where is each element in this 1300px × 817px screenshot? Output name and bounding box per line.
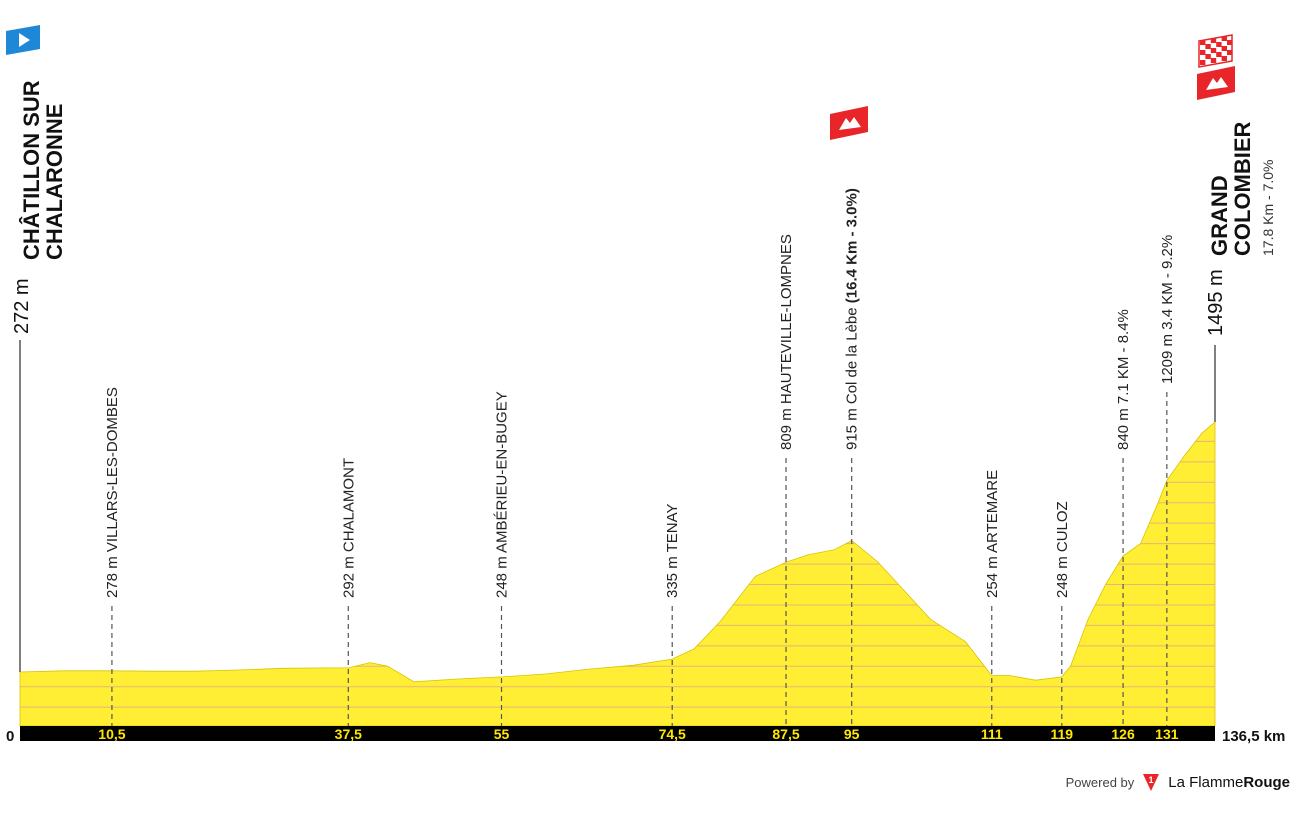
waypoint-label-text: 1209 m 3.4 KM - 9.2% bbox=[1159, 235, 1176, 384]
waypoint-km-tick-label: 37,5 bbox=[335, 726, 362, 742]
waypoint-km-tick-label: 55 bbox=[494, 726, 510, 742]
waypoint-km-tick-label: 10,5 bbox=[98, 726, 125, 742]
start-flag-icon bbox=[6, 25, 40, 55]
waypoint-label-text: 809 m HAUTEVILLE-LOMPNES bbox=[778, 234, 795, 450]
finish-checkered-flag-icon bbox=[1198, 34, 1233, 68]
flamme-rouge-logo-icon: 1 bbox=[1143, 774, 1160, 791]
start-altitude-label: 272 m bbox=[11, 278, 33, 334]
brand-name-light: La Flamme bbox=[1168, 773, 1244, 791]
waypoint-label: 1209 m 3.4 KM - 9.2% bbox=[1159, 235, 1176, 384]
waypoint-label: 840 m 7.1 KM - 8.4% bbox=[1115, 309, 1132, 450]
axis-start-km-label: 0 bbox=[6, 728, 14, 745]
waypoint-label-climb-info: (16.4 Km - 3.0%) bbox=[844, 188, 861, 307]
waypoint-label-text: 248 m CULOZ bbox=[1054, 501, 1071, 598]
waypoint-label-text: 278 m VILLARS-LES-DOMBES bbox=[104, 387, 121, 598]
brand-name: La FlammeRouge bbox=[1168, 774, 1290, 791]
elevation-profile-outline bbox=[19, 421, 1216, 727]
waypoint-km-tick-label: 111 bbox=[981, 726, 1003, 742]
waypoint-label: 335 m TENAY bbox=[664, 504, 681, 598]
brand-name-bold: Rouge bbox=[1243, 773, 1290, 791]
waypoint-label-text: 248 m AMBÉRIEU-EN-BUGEY bbox=[494, 391, 511, 598]
elevation-profile-area bbox=[20, 422, 1215, 726]
finish-name-line1: GRAND bbox=[1207, 175, 1232, 256]
finish-climb-info: 17.8 Km - 7.0% bbox=[1260, 160, 1276, 257]
distance-axis-bar bbox=[20, 726, 1215, 741]
waypoint-km-tick-label: 119 bbox=[1050, 726, 1073, 742]
waypoint-label-text: 840 m 7.1 KM - 8.4% bbox=[1115, 309, 1132, 450]
finish-climb-mountain-icon bbox=[1197, 66, 1235, 100]
waypoint-label-text: 915 m Col de la Lèbe bbox=[844, 307, 861, 450]
waypoint-km-tick-label: 74,5 bbox=[659, 726, 686, 742]
waypoint-km-tick-label: 131 bbox=[1155, 726, 1179, 742]
finish-altitude-label: 1495 m bbox=[1205, 269, 1227, 336]
waypoint-label: 254 m ARTEMARE bbox=[984, 470, 1001, 598]
waypoint-label: 292 m CHALAMONT bbox=[340, 458, 357, 598]
start-town-name-line2: CHALARONNE bbox=[42, 104, 67, 260]
finish-name-line2: COLOMBIER bbox=[1230, 121, 1255, 256]
start-town-name-line1: CHÂTILLON SUR bbox=[19, 80, 44, 260]
powered-by-text: Powered by bbox=[1065, 774, 1135, 790]
waypoint-label-text: 292 m CHALAMONT bbox=[340, 458, 357, 598]
waypoint-km-tick-label: 95 bbox=[844, 726, 860, 742]
waypoint-km-tick-label: 87,5 bbox=[772, 726, 799, 742]
waypoint-label: 915 m Col de la Lèbe (16.4 Km - 3.0%) bbox=[844, 188, 861, 450]
svg-text:1: 1 bbox=[1149, 775, 1154, 785]
elevation-contour-lines bbox=[20, 440, 1215, 708]
climb-mountain-icon bbox=[830, 106, 868, 140]
waypoint-label: 248 m AMBÉRIEU-EN-BUGEY bbox=[494, 391, 511, 598]
waypoint-label: 248 m CULOZ bbox=[1054, 501, 1071, 598]
waypoint-label-text: 254 m ARTEMARE bbox=[984, 470, 1001, 598]
waypoint-label: 278 m VILLARS-LES-DOMBES bbox=[104, 387, 121, 598]
powered-by-footer: Powered by 1 La FlammeRouge bbox=[1066, 772, 1290, 792]
waypoint-label-text: 335 m TENAY bbox=[664, 504, 681, 598]
axis-end-km-label: 136,5 km bbox=[1222, 728, 1285, 745]
waypoint-label: 809 m HAUTEVILLE-LOMPNES bbox=[778, 234, 795, 450]
waypoint-km-tick-label: 126 bbox=[1111, 726, 1135, 742]
